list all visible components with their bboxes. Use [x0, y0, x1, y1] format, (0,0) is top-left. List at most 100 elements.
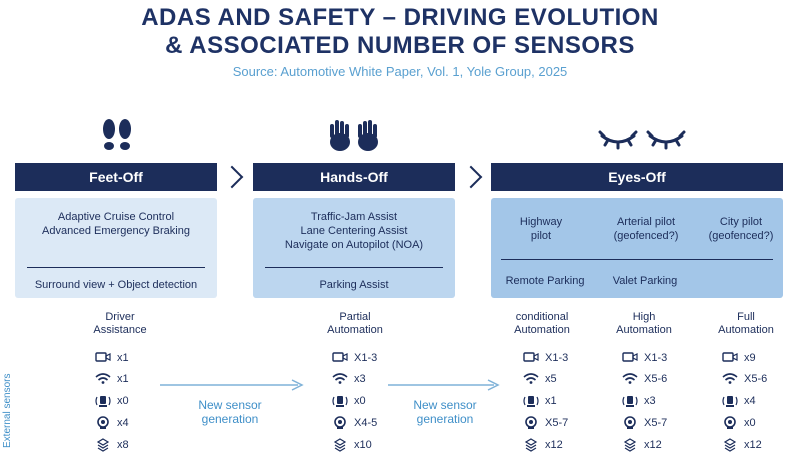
sensor-count: x4	[744, 395, 756, 407]
sensor-count: X5-6	[744, 373, 768, 385]
sensor-count-row: x8	[95, 438, 129, 452]
radar-icon	[95, 372, 111, 386]
ultrasonic-icon	[523, 416, 539, 430]
sensor-count-row: x12	[523, 438, 563, 452]
sensor-count-row: x4	[95, 416, 129, 430]
highway-pilot-l1: Highway	[519, 216, 563, 228]
sensor-count: x0	[354, 395, 366, 407]
title-line1: ADAS AND SAFETY – DRIVING EVOLUTION	[141, 4, 659, 31]
camera-icon	[95, 351, 111, 365]
feature-valet-parking: Valet Parking	[612, 275, 678, 287]
sensor-count: x3	[644, 395, 656, 407]
lidar-icon	[95, 394, 111, 408]
sensor-count: X5-7	[644, 417, 668, 429]
new-gen-l1: New sensor	[413, 398, 477, 412]
sensor-count-row: x4	[722, 394, 756, 408]
level-l1: High	[632, 311, 656, 323]
arterial-pilot-l1: Arterial pilot	[616, 216, 676, 228]
new-sensor-generation-2: New sensor generation	[390, 398, 500, 426]
new-gen-l1: New sensor	[198, 398, 262, 412]
level-driver-assistance: Driver Assistance	[70, 311, 170, 337]
radar-icon	[332, 372, 348, 386]
sensor-count: X1-3	[354, 352, 378, 364]
level-l2: Automation	[616, 324, 672, 336]
feature-aeb: Advanced Emergency Braking	[42, 225, 190, 237]
feature-remote-parking: Remote Parking	[505, 275, 585, 287]
sensor-count: x12	[744, 439, 762, 451]
hands-icon	[330, 120, 378, 151]
feature-city-pilot: City pilot (geofenced?)	[691, 215, 791, 243]
sensor-count: x12	[644, 439, 662, 451]
stage-hands-off: Hands-Off	[253, 163, 455, 191]
level-conditional-automation: conditional Automation	[492, 311, 592, 337]
lidar-icon	[332, 394, 348, 408]
ultrasonic-icon	[722, 416, 738, 430]
sensor-count-row: x1	[95, 372, 129, 386]
sensor-count-row: x3	[332, 372, 366, 386]
level-l2: Automation	[718, 324, 774, 336]
feature-traffic-jam: Traffic-Jam Assist	[310, 211, 398, 223]
sensor-count: X1-3	[545, 352, 569, 364]
sensor-count: x4	[117, 417, 129, 429]
level-l1: conditional	[515, 311, 569, 323]
camera-icon	[722, 351, 738, 365]
level-l1: Full	[737, 311, 755, 323]
sensor-count-row: x9	[722, 351, 756, 365]
sensor-count-row: x3	[622, 394, 656, 408]
feature-parking-assist: Parking Assist	[319, 279, 389, 291]
sensor-count-row: x12	[622, 438, 662, 452]
sensor-count: X1-3	[644, 352, 668, 364]
sensor-count-row: X4-5	[332, 416, 377, 430]
sensor-count: x0	[117, 395, 129, 407]
ultrasonic-icon	[332, 416, 348, 430]
highway-pilot-l2: pilot	[530, 230, 552, 242]
sensor-count-row: X1-3	[332, 351, 377, 365]
sensor-count: x10	[354, 439, 372, 451]
source-text: Source: Automotive White Paper, Vol. 1, …	[232, 64, 568, 79]
feature-arterial-pilot: Arterial pilot (geofenced?)	[596, 215, 696, 243]
city-pilot-l2: (geofenced?)	[708, 230, 774, 242]
feet-icon	[103, 119, 131, 150]
title-line2: & ASSOCIATED NUMBER OF SENSORS	[165, 32, 635, 59]
camera-icon	[622, 351, 638, 365]
feature-acc: Adaptive Cruise Control	[57, 211, 175, 223]
divider	[265, 267, 443, 268]
sensor-count-row: X1-3	[523, 351, 568, 365]
arrow-right-icon	[388, 379, 500, 391]
divider	[501, 259, 773, 260]
feature-surround-view: Surround view + Object detection	[34, 279, 198, 291]
eyes-icon	[598, 130, 686, 150]
sensor-count-row: X5-6	[722, 372, 767, 386]
external-sensors-label: External sensors	[2, 373, 13, 448]
level-l1: Partial	[339, 311, 371, 323]
sensor-module-icon	[622, 438, 638, 452]
sensor-count: x9	[744, 352, 756, 364]
sensor-count: x0	[744, 417, 756, 429]
sensor-count-row: x1	[523, 394, 557, 408]
sensor-count-row: x10	[332, 438, 372, 452]
new-sensor-generation-1: New sensor generation	[175, 398, 285, 426]
chevron-right-icon	[220, 165, 244, 189]
sensor-module-icon	[95, 438, 111, 452]
radar-icon	[523, 372, 539, 386]
level-l1: Driver	[105, 311, 135, 323]
feature-lane-centering: Lane Centering Assist	[300, 225, 408, 237]
stage-eyes-off: Eyes-Off	[491, 163, 783, 191]
chevron-right-icon	[459, 165, 483, 189]
sensor-count: x1	[117, 352, 129, 364]
sensor-count-row: X1-3	[622, 351, 667, 365]
sensor-count-row: X5-7	[622, 416, 667, 430]
sensor-count: x3	[354, 373, 366, 385]
lidar-icon	[722, 394, 738, 408]
feet-off-features: Adaptive Cruise Control Advanced Emergen…	[15, 198, 217, 298]
lidar-icon	[622, 394, 638, 408]
sensor-count-row: x12	[722, 438, 762, 452]
radar-icon	[722, 372, 738, 386]
sensor-module-icon	[523, 438, 539, 452]
sensor-count: X5-7	[545, 417, 569, 429]
sensor-count-row: X5-7	[523, 416, 568, 430]
level-full-automation: Full Automation	[696, 311, 796, 337]
level-l2: Assistance	[93, 324, 147, 336]
new-gen-l2: generation	[201, 412, 259, 426]
sensor-module-icon	[332, 438, 348, 452]
